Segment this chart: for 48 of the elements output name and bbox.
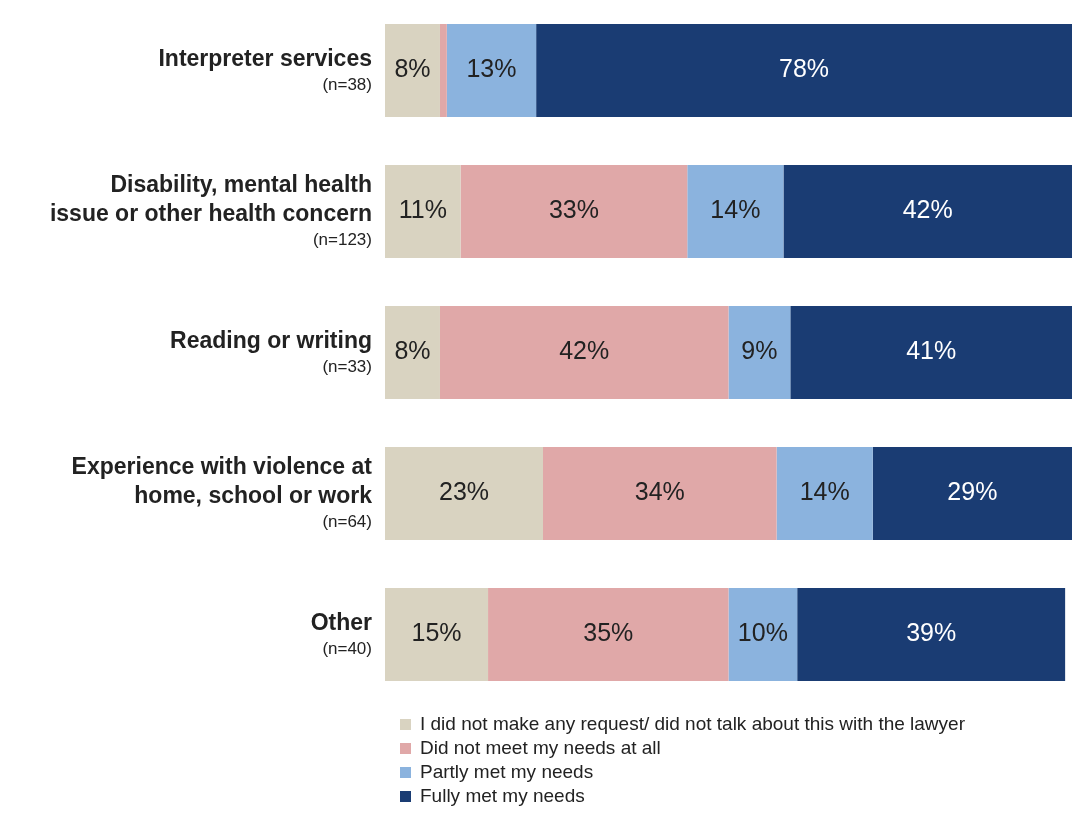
- data-label: 9%: [741, 336, 778, 365]
- data-label: 78%: [779, 54, 830, 83]
- bar: [872, 446, 1072, 541]
- data-label: 39%: [906, 618, 957, 647]
- data-label: 42%: [902, 195, 953, 224]
- data-label: 13%: [466, 54, 517, 83]
- legend-label: Did not meet my needs at all: [420, 737, 661, 759]
- bar: [543, 446, 777, 541]
- bar: [797, 587, 1066, 682]
- data-label: 35%: [583, 618, 634, 647]
- bar: [783, 164, 1072, 259]
- bar: [385, 23, 440, 118]
- bar: [385, 164, 461, 259]
- data-label: 29%: [947, 477, 998, 506]
- bar: [460, 164, 688, 259]
- bar: [536, 23, 1072, 118]
- bar: [728, 305, 791, 400]
- legend-label: Partly met my needs: [420, 761, 594, 783]
- y-tick-label: Interpreter services (n=38): [158, 44, 372, 94]
- data-label: 10%: [737, 618, 788, 647]
- bar: [385, 305, 440, 400]
- data-label: 11%: [398, 195, 447, 224]
- data-label: 34%: [634, 477, 685, 506]
- y-tick-label: Experience with violence at home, school or work (n=64): [71, 453, 373, 532]
- data-label: 42%: [559, 336, 610, 365]
- y-tick-label: Other (n=40): [310, 608, 373, 658]
- bar: [439, 23, 447, 118]
- data-label: 41%: [906, 336, 957, 365]
- bar: [790, 305, 1072, 400]
- bar: [446, 23, 537, 118]
- data-label: 8%: [394, 336, 431, 365]
- bar: [439, 305, 729, 400]
- bar: [776, 446, 873, 541]
- data-label: 15%: [411, 618, 462, 647]
- data-label: 23%: [438, 477, 490, 506]
- bar: [385, 587, 489, 682]
- y-tick-label: Disability, mental health issue or other health concern (n=123): [49, 171, 372, 250]
- bar: [385, 446, 544, 541]
- bar: [728, 587, 798, 682]
- bar: [488, 587, 729, 682]
- legend-label: I did not make any request/ did not talk about this with the lawyer: [420, 713, 965, 735]
- legend-label: Fully met my needs: [420, 785, 585, 807]
- data-label: 14%: [710, 195, 761, 224]
- y-tick-label: Reading or writing (n=33): [170, 326, 372, 376]
- data-label: 8%: [394, 54, 431, 83]
- data-label: 14%: [799, 477, 850, 506]
- data-label: 33%: [548, 195, 599, 224]
- bar: [687, 164, 784, 259]
